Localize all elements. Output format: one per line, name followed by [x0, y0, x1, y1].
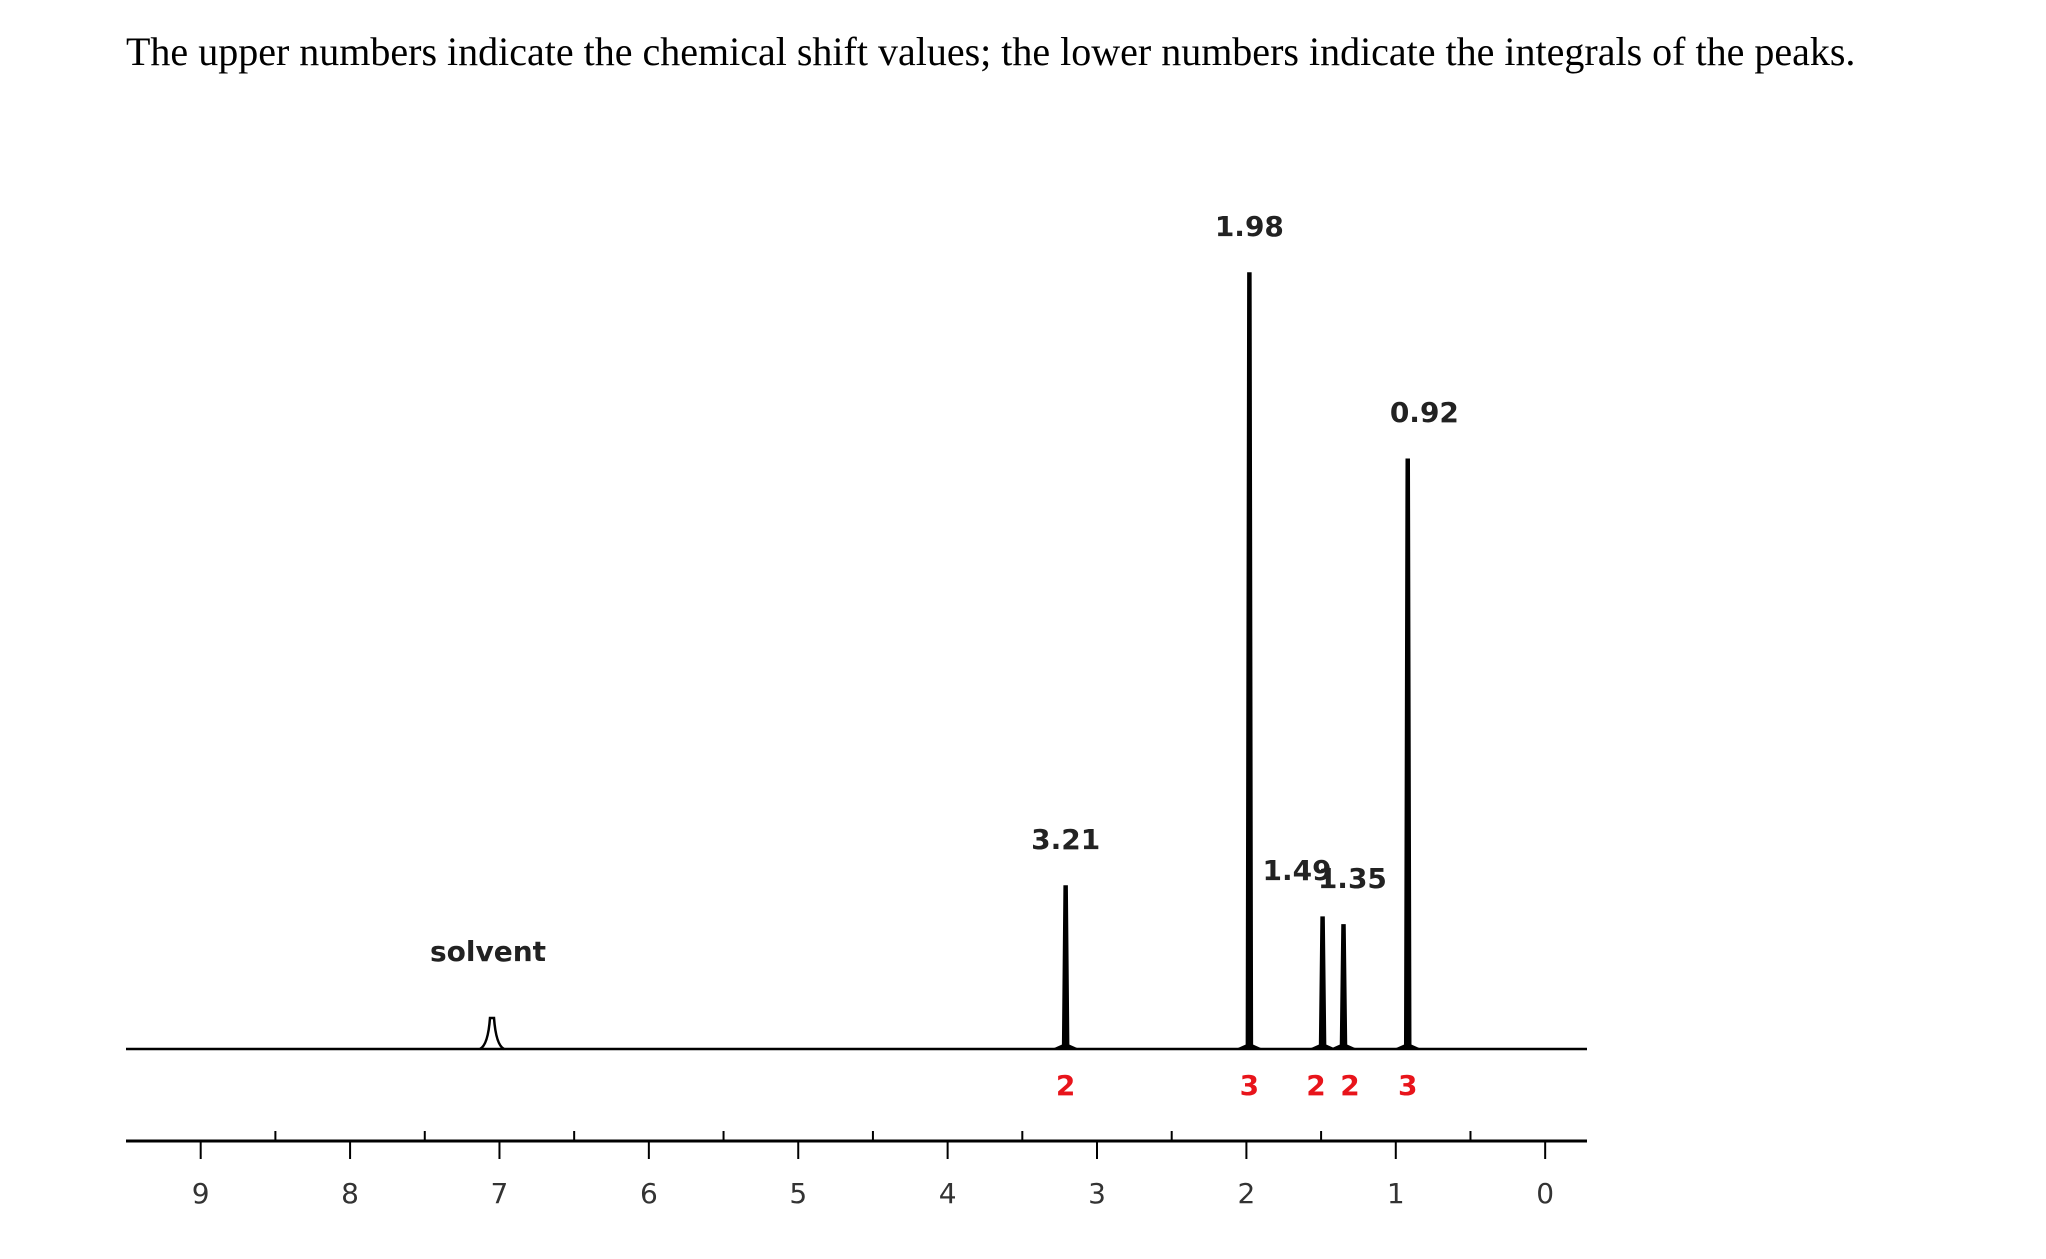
solvent-label: solvent [430, 935, 546, 968]
integral-label: 3 [1240, 1069, 1259, 1102]
x-tick-label: 5 [789, 1177, 807, 1210]
shift-label: 0.92 [1390, 396, 1459, 429]
shift-label: 3.21 [1031, 823, 1100, 856]
integral-label: 2 [1340, 1069, 1359, 1102]
integral-label: 3 [1398, 1069, 1417, 1102]
description: The upper numbers indicate the chemical … [126, 29, 1856, 74]
x-tick-label: 6 [640, 1177, 658, 1210]
shift-label: 1.49 [1262, 854, 1331, 887]
x-tick-label: 8 [341, 1177, 359, 1210]
solvent-peak [479, 1016, 505, 1051]
x-tick-label: 3 [1088, 1177, 1106, 1210]
peak [1053, 885, 1078, 1050]
shift-label: 1.98 [1215, 210, 1284, 243]
x-tick-label: 1 [1387, 1177, 1405, 1210]
integral-label: 2 [1306, 1069, 1325, 1102]
x-tick-label: 7 [491, 1177, 509, 1210]
peak [1310, 916, 1335, 1050]
integral-label: 2 [1056, 1069, 1075, 1102]
x-tick-label: 9 [192, 1177, 210, 1210]
shift-label: 1.35 [1318, 862, 1387, 895]
peak [1237, 272, 1262, 1050]
x-tick-label: 0 [1536, 1177, 1554, 1210]
peak [1395, 458, 1421, 1050]
peak [1331, 924, 1356, 1050]
x-tick-label: 4 [939, 1177, 957, 1210]
x-tick-label: 2 [1237, 1177, 1255, 1210]
